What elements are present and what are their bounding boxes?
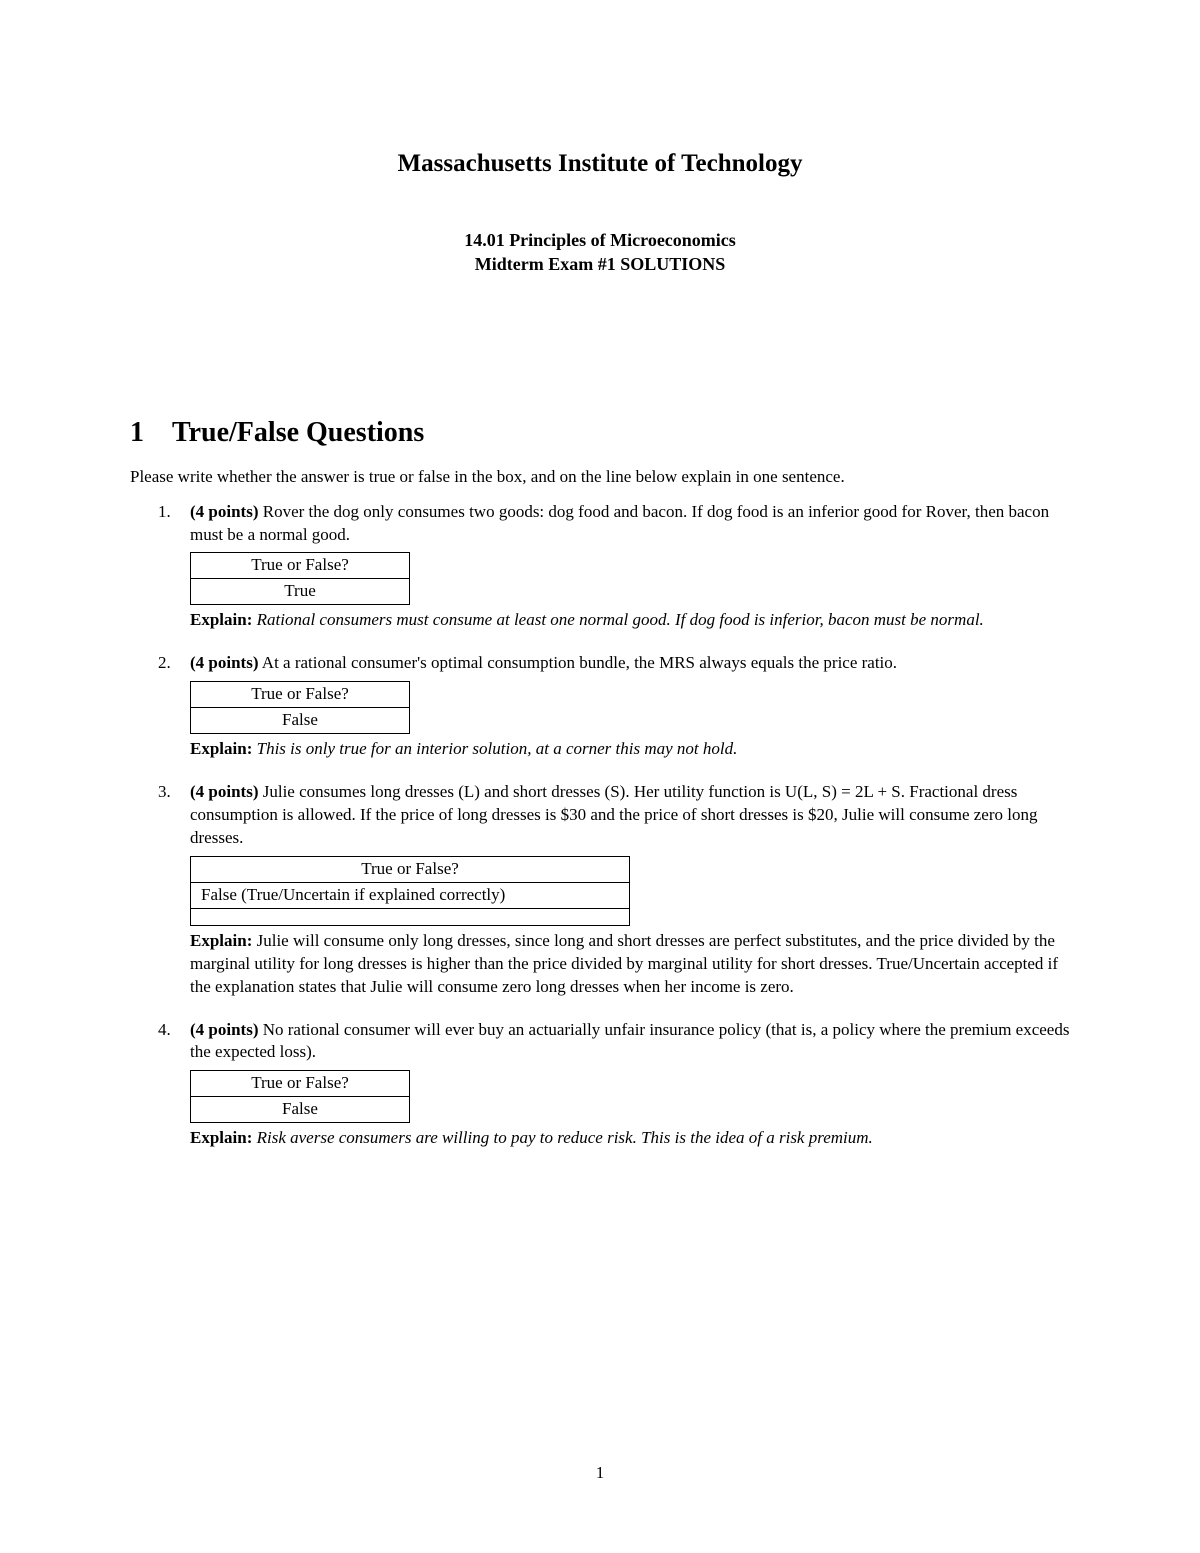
tf-answer: False [191, 708, 410, 734]
tf-table: True or False? False [190, 1070, 410, 1123]
explain-block: Explain: Julie will consume only long dr… [190, 930, 1070, 999]
tf-table: True or False? False [190, 681, 410, 734]
explain-block: Explain: This is only true for an interi… [190, 738, 1070, 761]
question-list: (4 points) Rover the dog only consumes t… [130, 501, 1070, 1151]
course-subtitle: 14.01 Principles of Microeconomics Midte… [130, 228, 1070, 277]
tf-header: True or False? [191, 553, 410, 579]
explain-label: Explain: [190, 931, 252, 950]
section-intro: Please write whether the answer is true … [130, 467, 1070, 487]
exam-line: Midterm Exam #1 SOLUTIONS [475, 254, 726, 274]
question-item: (4 points) Julie consumes long dresses (… [190, 781, 1070, 999]
explain-label: Explain: [190, 739, 252, 758]
question-item: (4 points) At a rational consumer's opti… [190, 652, 1070, 761]
tf-table: True or False? True [190, 552, 410, 605]
question-item: (4 points) Rover the dog only consumes t… [190, 501, 1070, 633]
course-line: 14.01 Principles of Microeconomics [464, 230, 736, 250]
explain-text: Julie will consume only long dresses, si… [190, 931, 1058, 996]
tf-header: True or False? [191, 682, 410, 708]
page: Massachusetts Institute of Technology 14… [0, 0, 1200, 1553]
tf-header: True or False? [191, 856, 630, 882]
question-prompt: Julie consumes long dresses (L) and shor… [190, 782, 1037, 847]
explain-block: Explain: Risk averse consumers are willi… [190, 1127, 1070, 1150]
question-points: (4 points) [190, 653, 258, 672]
question-prompt: Rover the dog only consumes two goods: d… [190, 502, 1049, 544]
page-number: 1 [0, 1463, 1200, 1483]
tf-answer: False (True/Uncertain if explained corre… [191, 882, 630, 908]
explain-block: Explain: Rational consumers must consume… [190, 609, 1070, 632]
explain-label: Explain: [190, 610, 252, 629]
explain-text: Risk averse consumers are willing to pay… [257, 1128, 873, 1147]
question-points: (4 points) [190, 1020, 258, 1039]
explain-text: Rational consumers must consume at least… [257, 610, 984, 629]
section-heading: 1 True/False Questions [130, 417, 1070, 449]
tf-blank-row [191, 908, 630, 925]
tf-table: True or False? False (True/Uncertain if … [190, 856, 630, 926]
tf-answer: False [191, 1097, 410, 1123]
institution-title: Massachusetts Institute of Technology [130, 150, 1070, 178]
question-prompt: No rational consumer will ever buy an ac… [190, 1020, 1069, 1062]
question-prompt: At a rational consumer's optimal consump… [258, 653, 897, 672]
tf-header: True or False? [191, 1071, 410, 1097]
question-points: (4 points) [190, 502, 258, 521]
tf-answer: True [191, 579, 410, 605]
question-points: (4 points) [190, 782, 258, 801]
question-item: (4 points) No rational consumer will eve… [190, 1019, 1070, 1151]
explain-text: This is only true for an interior soluti… [257, 739, 738, 758]
section-title: True/False Questions [172, 417, 424, 448]
explain-label: Explain: [190, 1128, 252, 1147]
section-number: 1 [130, 417, 144, 449]
